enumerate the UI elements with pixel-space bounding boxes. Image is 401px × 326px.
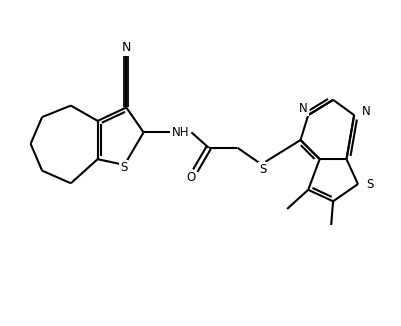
Text: N: N [361,105,370,118]
Text: S: S [119,161,127,174]
Text: N: N [298,102,307,115]
Text: N: N [122,41,131,54]
Text: NH: NH [171,126,188,139]
Text: S: S [259,163,266,176]
Text: S: S [365,178,373,191]
Text: O: O [186,171,195,184]
